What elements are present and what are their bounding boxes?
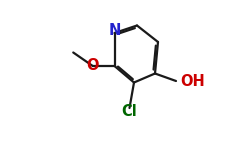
- Text: OH: OH: [180, 74, 205, 88]
- Text: O: O: [86, 58, 99, 73]
- Text: Cl: Cl: [122, 104, 138, 119]
- Text: N: N: [108, 23, 121, 38]
